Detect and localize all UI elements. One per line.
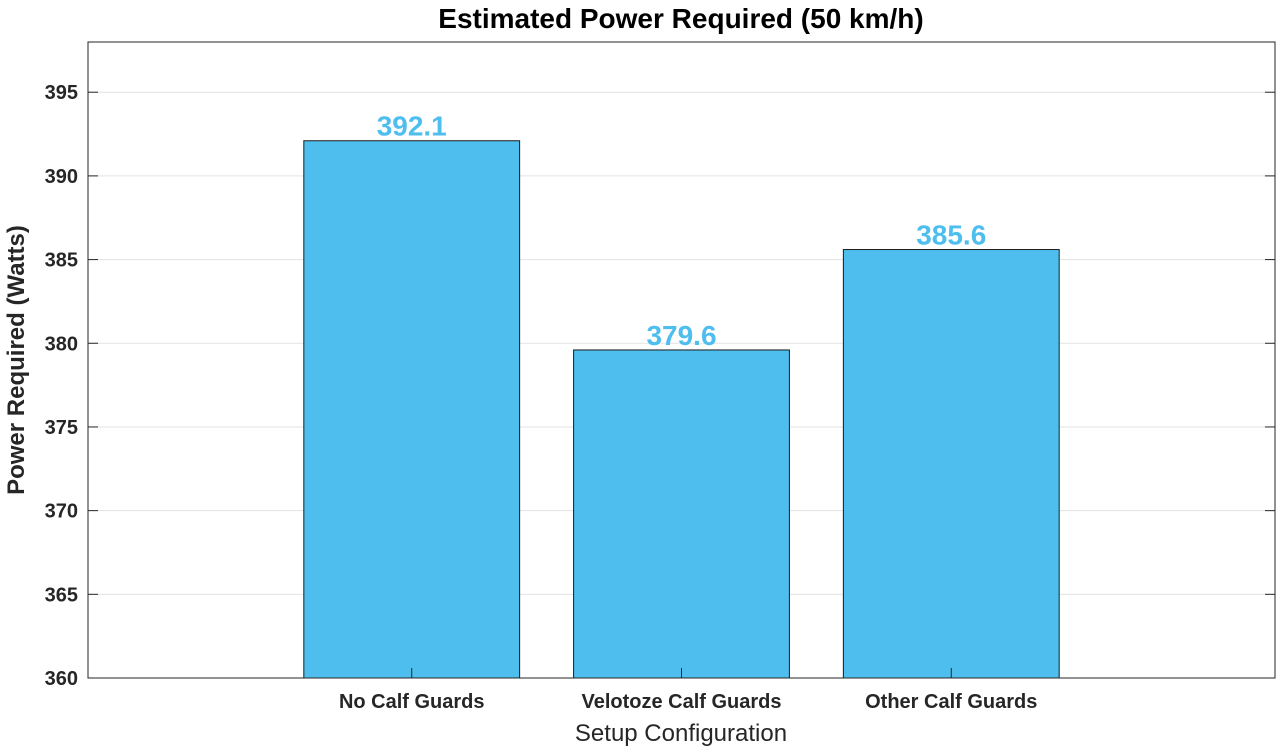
y-tick-label: 395 — [45, 82, 78, 104]
y-axis: 360 365 370 375 380 385 390 395 — [45, 82, 1275, 690]
bar — [303, 140, 521, 679]
x-axis: No Calf Guards Velotoze Calf Guards Other … — [339, 668, 1037, 713]
data-label: 379.6 — [646, 320, 716, 351]
y-tick-label: 360 — [45, 668, 78, 690]
y-tick-label: 365 — [45, 584, 78, 606]
y-tick-label: 385 — [45, 250, 78, 272]
y-tick-label: 380 — [45, 333, 78, 355]
y-tick-label: 390 — [45, 166, 78, 188]
data-label: 385.6 — [916, 220, 986, 251]
x-tick-label: Other Calf Guards — [865, 691, 1037, 713]
x-tick-label: Velotoze Calf Guards — [581, 691, 781, 713]
bar — [842, 249, 1060, 679]
data-label: 392.1 — [377, 111, 447, 142]
y-axis-label: Power Required (Watts) — [3, 225, 30, 495]
y-tick-label: 375 — [45, 417, 78, 439]
bars: 392.1 379.6 385.6 — [303, 111, 1060, 679]
x-tick-label: No Calf Guards — [339, 691, 485, 713]
bar — [573, 349, 790, 679]
y-tick-label: 370 — [45, 501, 78, 523]
chart-title: Estimated Power Required (50 km/h) — [438, 3, 923, 34]
x-axis-label: Setup Configuration — [575, 720, 787, 747]
